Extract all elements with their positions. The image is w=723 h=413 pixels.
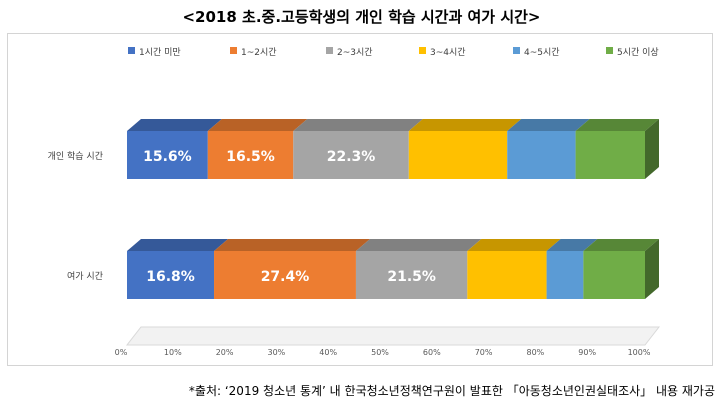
bar-segment — [293, 131, 409, 179]
bar-segment-top — [583, 239, 659, 251]
x-tick-label: 60% — [423, 348, 441, 357]
chart-floor — [125, 326, 661, 346]
bar-side-face — [645, 239, 659, 299]
data-label: 15.6% — [143, 149, 192, 165]
legend-label: 1시간 미만 — [139, 47, 181, 58]
legend-label: 4~5시간 — [524, 47, 560, 58]
bar-segment-top — [207, 119, 308, 131]
legend-swatch — [230, 47, 237, 54]
bar-segment — [207, 131, 294, 179]
x-tick-label: 50% — [371, 348, 389, 357]
bar-segment-top — [575, 119, 659, 131]
bar-segment — [355, 251, 468, 299]
category-label: 개인 학습 시간 — [48, 151, 103, 162]
bar-segment — [408, 131, 508, 179]
bar-segment-top — [355, 239, 482, 251]
data-label: 21.5% — [387, 269, 436, 285]
bar-segment-top — [507, 119, 590, 131]
x-tick-label: 0% — [115, 348, 128, 357]
bar-segment-top — [214, 239, 370, 251]
data-label: 27.4% — [261, 269, 310, 285]
bar-segment-top — [293, 119, 423, 131]
x-tick-label: 80% — [527, 348, 545, 357]
bar-segment-top — [546, 239, 598, 251]
x-tick-label: 40% — [319, 348, 337, 357]
data-label: 22.3% — [327, 149, 376, 165]
legend-swatch — [128, 47, 135, 54]
x-tick-label: 30% — [268, 348, 286, 357]
bar-segment — [127, 251, 215, 299]
bar-segment-top — [127, 239, 229, 251]
bar-segment — [214, 251, 356, 299]
bar-segment-top — [127, 119, 222, 131]
x-tick-label: 20% — [216, 348, 234, 357]
data-label: 16.8% — [146, 269, 195, 285]
legend-label: 5시간 이상 — [617, 47, 659, 58]
x-tick-label: 100% — [628, 348, 651, 357]
x-tick-label: 10% — [164, 348, 182, 357]
x-tick-label: 70% — [475, 348, 493, 357]
legend-swatch — [606, 47, 613, 54]
source-note: *출처: ‘2019 청소년 통계’ 내 한국청소년정책연구원이 발표한 「아동… — [188, 384, 715, 398]
bar-segment — [546, 251, 584, 299]
legend-label: 3~4시간 — [430, 47, 466, 58]
data-label: 16.5% — [226, 149, 275, 165]
bar-segment — [507, 131, 576, 179]
bar-segment-top — [467, 239, 561, 251]
legend-label: 1~2시간 — [241, 47, 277, 58]
bar-segment — [583, 251, 645, 299]
x-tick-label: 90% — [578, 348, 596, 357]
legend-swatch — [419, 47, 426, 54]
chart-title: <2018 초.중.고등학생의 개인 학습 시간과 여가 시간> — [182, 8, 541, 26]
bar-segment — [127, 131, 208, 179]
legend-label: 2~3시간 — [337, 47, 373, 58]
category-label: 여가 시간 — [67, 270, 103, 282]
legend-swatch — [326, 47, 333, 54]
legend-swatch — [513, 47, 520, 54]
chart-panel — [7, 33, 713, 366]
bar-side-face — [645, 119, 659, 179]
bar-segment — [467, 251, 547, 299]
bar-segment-top — [408, 119, 522, 131]
bar-segment — [575, 131, 645, 179]
